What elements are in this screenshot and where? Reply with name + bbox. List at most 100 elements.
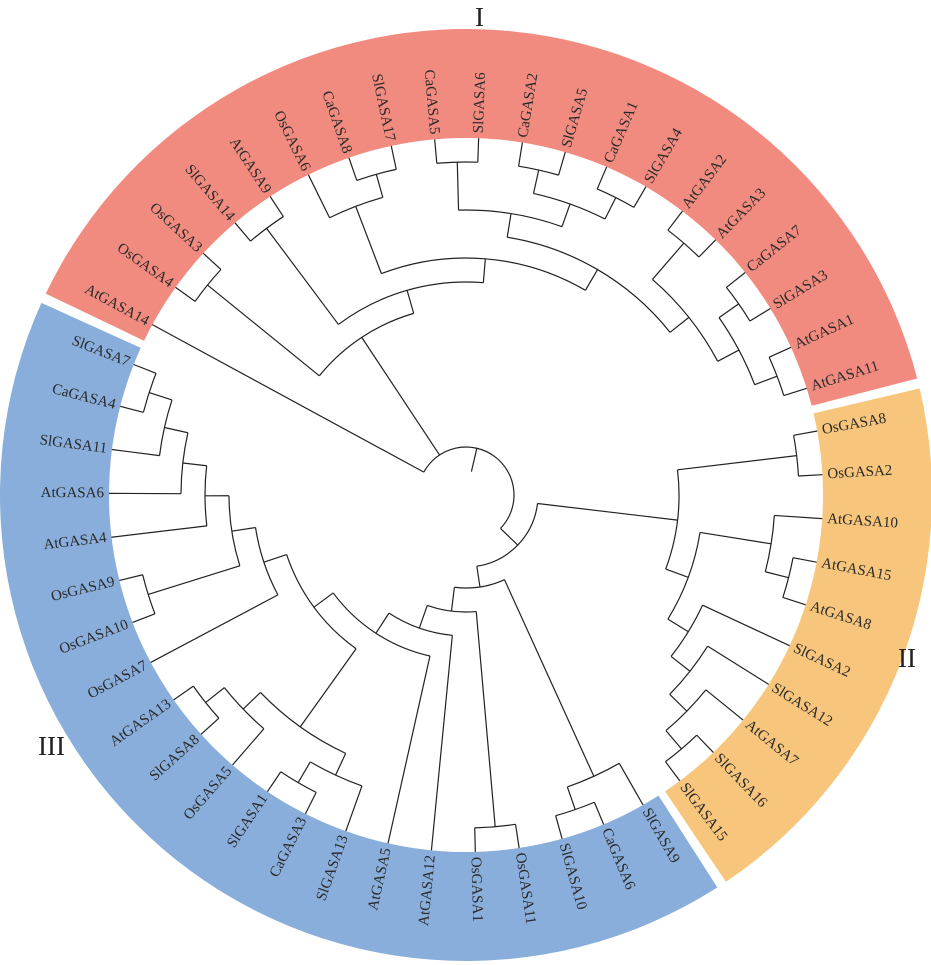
leaf-branch (111, 448, 160, 457)
leaf-branch (768, 346, 792, 358)
node-arc (254, 527, 279, 596)
leaf-branch (783, 387, 807, 397)
root-arc (423, 446, 515, 529)
leaf-branch (667, 210, 683, 231)
leaf-branch (774, 514, 823, 520)
node-arc (427, 604, 477, 613)
leaf-branch (726, 272, 746, 288)
internal-branch (375, 612, 390, 634)
leaf-branch (200, 717, 220, 735)
group-label-i: I (475, 2, 484, 32)
internal-branch (584, 269, 599, 291)
internal-branch (297, 761, 311, 783)
leaf-branch (120, 405, 144, 413)
node-arc (652, 278, 719, 362)
internal-branch (263, 554, 287, 563)
internal-branch (665, 730, 682, 750)
internal-branch (182, 462, 207, 467)
internal-branch (718, 303, 740, 319)
internal-branch (670, 655, 691, 672)
internal-branch (665, 568, 689, 578)
node-arc (665, 689, 707, 732)
leaf-branch (596, 166, 608, 190)
group-label-iii: III (38, 731, 65, 761)
node-arc (665, 469, 680, 570)
internal-branch (375, 174, 384, 198)
leaf-branch (593, 802, 605, 825)
internal-branch (231, 526, 256, 532)
internal-branch (537, 502, 678, 521)
leaf-label: AtGASA12 (416, 855, 439, 927)
clade-bands (0, 29, 931, 961)
leaf-branch (111, 525, 207, 538)
leaf-label: SlGASA6 (471, 72, 489, 134)
node-arc (476, 503, 539, 567)
internal-branch (677, 455, 797, 471)
node-arc (204, 465, 208, 526)
node-arc (332, 592, 431, 657)
internal-branch (669, 316, 690, 333)
internal-branch (148, 565, 241, 596)
internal-branch (205, 687, 225, 704)
leaf-branch (151, 324, 425, 473)
internal-branch (361, 337, 441, 456)
node-arc (260, 692, 346, 754)
internal-branch (475, 611, 496, 827)
internal-branch (669, 693, 688, 712)
leaf-branch (150, 594, 279, 663)
internal-branch (450, 587, 456, 612)
internal-branch (765, 571, 789, 579)
leaf-branch (119, 574, 143, 582)
internal-branch (754, 375, 778, 386)
node-arc (158, 399, 173, 456)
internal-branch (699, 531, 772, 545)
group-label-ii: II (898, 643, 916, 673)
internal-branch (406, 290, 415, 314)
leaf-branch (269, 196, 284, 217)
node-arc (250, 216, 284, 242)
leaf-branch (633, 186, 647, 208)
clade-band-i (45, 29, 918, 406)
internal-branch (503, 579, 595, 777)
internal-branch (506, 213, 512, 238)
leaf-branch (696, 734, 714, 753)
leaf-branch (348, 157, 358, 181)
node-arc (670, 604, 704, 657)
leaf-branch (618, 763, 644, 806)
leaf-branch (477, 138, 480, 163)
node-arc (667, 532, 701, 620)
node-arc (180, 432, 189, 494)
leaf-branch (558, 151, 566, 176)
leaf-branch (266, 771, 282, 793)
node-arc (458, 209, 563, 228)
internal-branch (418, 605, 428, 629)
internal-branch (148, 392, 173, 401)
leaf-branch (782, 596, 806, 606)
leaf-branch (698, 239, 717, 258)
internal-branch (500, 527, 519, 546)
node-arc (669, 645, 709, 695)
leaf-branch (474, 827, 476, 852)
leaf-label: OsGASA1 (467, 857, 485, 922)
internal-branch (482, 258, 486, 283)
node-arc (338, 281, 484, 325)
internal-branch (651, 242, 685, 280)
internal-branch (207, 284, 320, 377)
node-arc (228, 495, 241, 566)
node-arc (388, 612, 453, 636)
internal-branch (566, 786, 576, 810)
leaf-branch (798, 474, 823, 477)
internal-branch (456, 162, 460, 211)
internal-branch (604, 197, 617, 220)
clade-band-ii (665, 388, 931, 882)
leaf-branch (387, 655, 431, 844)
leaf-branch (202, 252, 222, 270)
leaf-branch (793, 430, 818, 436)
leaf-branch (390, 145, 397, 170)
leaf-label: AtGASA10 (827, 511, 899, 532)
internal-branch (476, 566, 481, 588)
leaf-branch (307, 174, 331, 219)
node-arc (507, 236, 671, 333)
leaf-branch (792, 557, 817, 563)
